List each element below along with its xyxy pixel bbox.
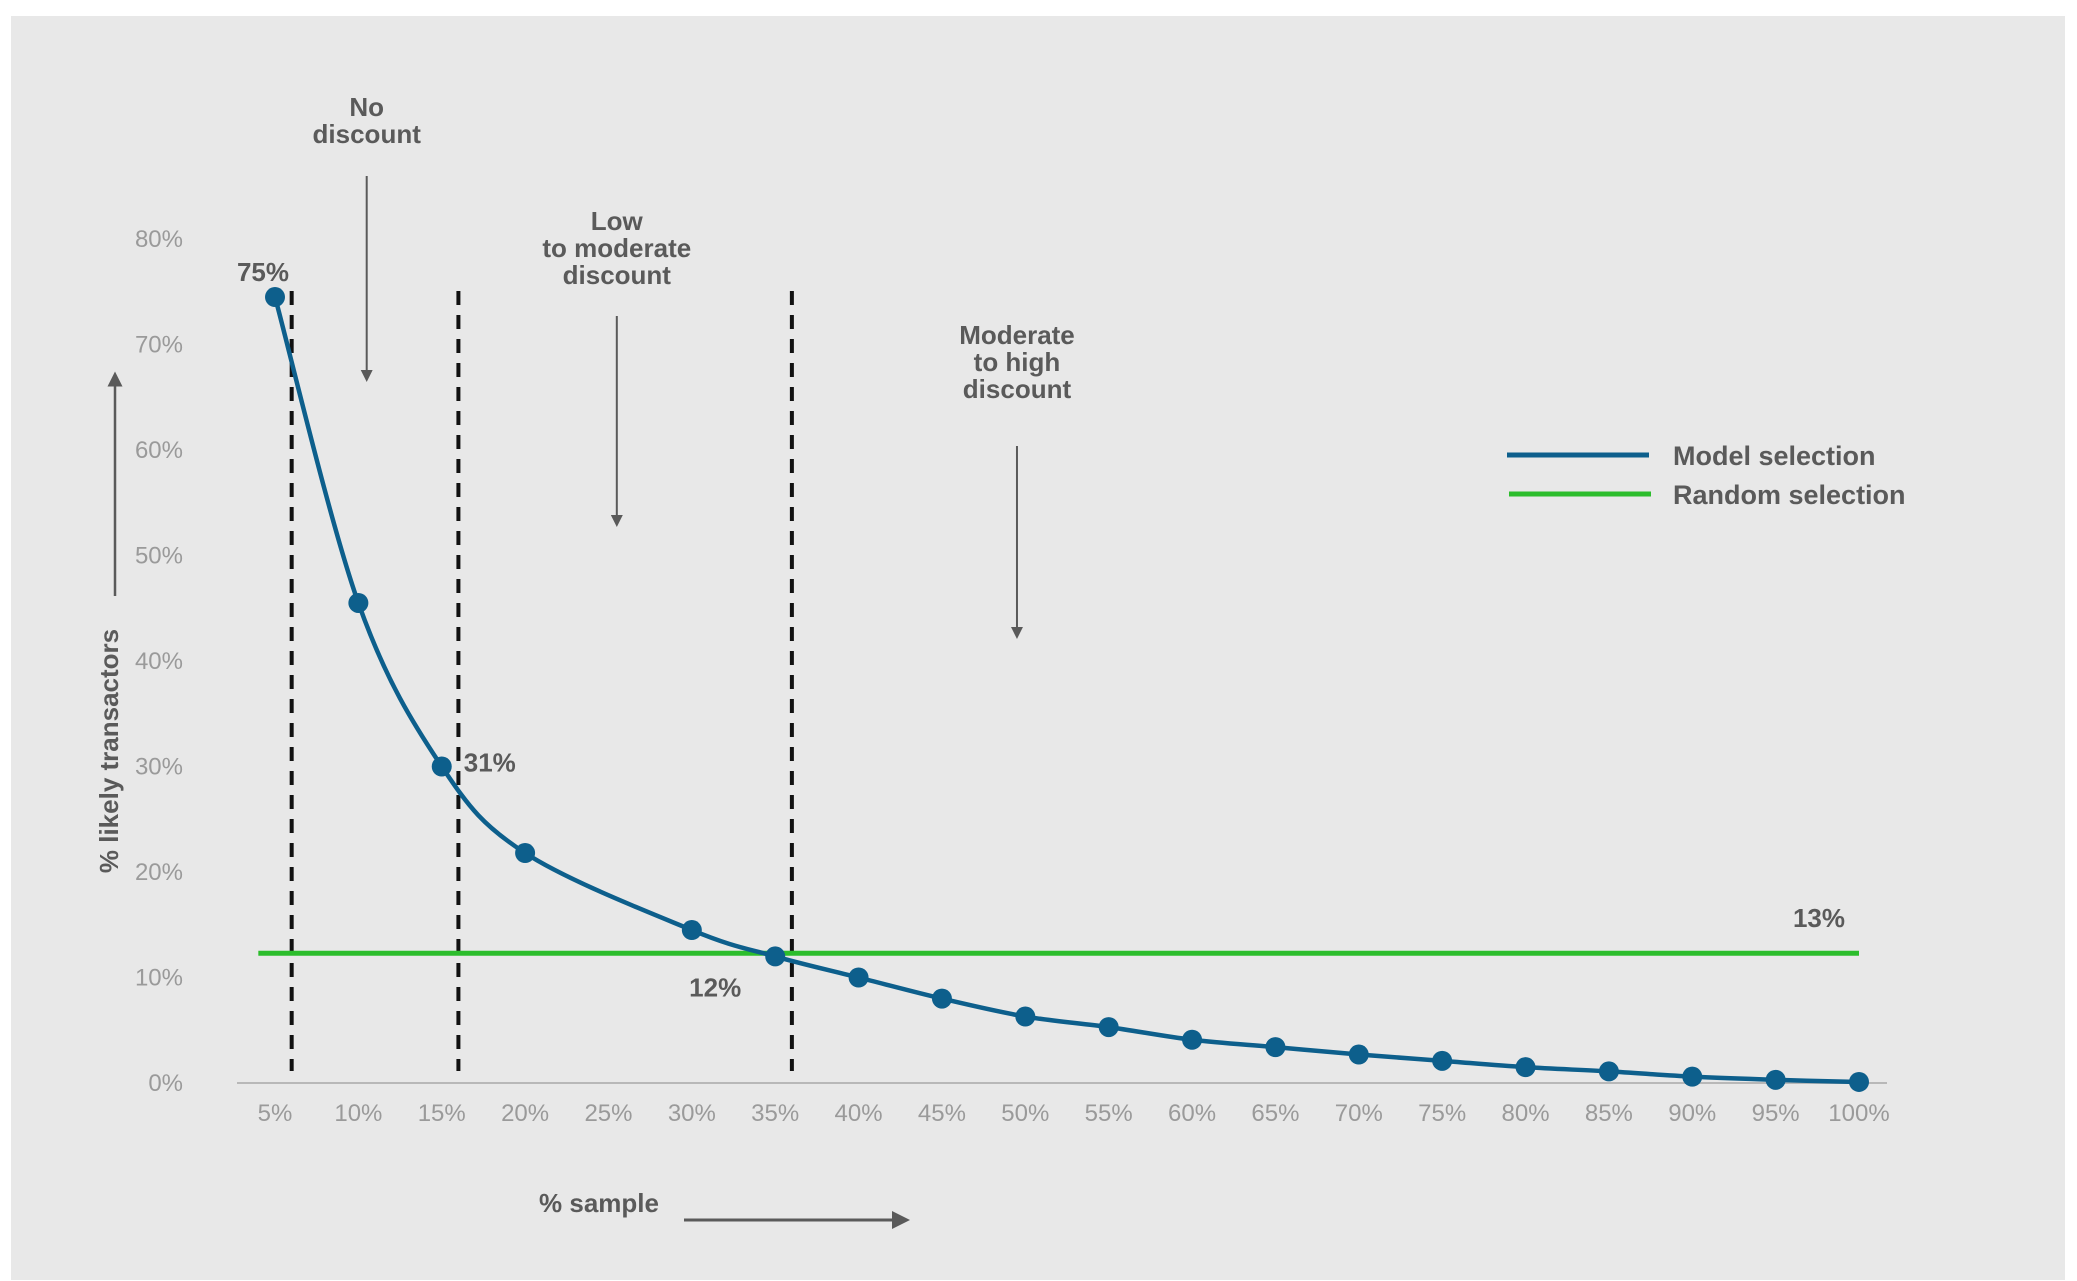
model-selection-point [1182,1029,1203,1050]
y-tick-label: 30% [135,754,183,781]
x-tick-label: 90% [1668,1100,1716,1127]
x-tick-label: 10% [334,1100,382,1127]
x-tick-label: 85% [1585,1100,1633,1127]
x-tick-label: 50% [1001,1100,1049,1127]
model-value-annotation: 75% [237,257,289,287]
region-dividers [289,291,794,1071]
model-value-annotation: 31% [464,748,516,778]
y-axis-ticks: 0% 10% 20% 30% 40% 50% 60% 70% 80% [135,226,183,1097]
legend-label-random: Random selection [1673,480,1906,510]
x-tick-label: 80% [1502,1100,1550,1127]
y-axis-label: % likely transactors [94,629,124,873]
model-selection-point [1098,1017,1119,1038]
model-selection-point [431,756,452,777]
y-tick-label: 40% [135,648,183,675]
model-selection-point [1015,1006,1036,1027]
y-tick-label: 20% [135,859,183,886]
legend: Model selection Random selection [1507,441,1906,510]
model-selection-point [515,843,536,864]
model-selection-point [1598,1061,1619,1082]
x-tick-label: 30% [668,1100,716,1127]
value-annotations: 75% 31% 12% 13% [237,257,1845,1002]
y-tick-label: 60% [135,437,183,464]
chart-panel: 0% 10% 20% 30% 40% 50% 60% 70% 80% 5% 10% 15% 20% 25… [11,16,2065,1280]
x-tick-label: 15% [418,1100,466,1127]
x-tick-label: 45% [918,1100,966,1127]
model-selection-point [1682,1066,1703,1087]
region-label-line: discount [563,260,672,290]
model-selection-point [1432,1050,1453,1071]
region-label-line: Low [591,206,644,236]
y-tick-label: 10% [135,965,183,992]
y-tick-label: 80% [135,226,183,253]
x-tick-label: 75% [1418,1100,1466,1127]
legend-label-model: Model selection [1673,441,1876,471]
model-selection-point [348,592,369,613]
x-axis-label: % sample [539,1188,659,1218]
model-selection-line [272,296,1860,1085]
x-tick-label: 20% [501,1100,549,1127]
model-selection-point [1849,1071,1869,1092]
model-selection-point [1515,1057,1536,1078]
x-axis-ticks: 5% 10% 15% 20% 25% 30% 35% 40% 45% 50% 55% 60% 65% 70… [258,1100,1890,1127]
region-label-line: to high [974,347,1061,377]
x-tick-label: 35% [751,1100,799,1127]
y-tick-label: 70% [135,332,183,359]
x-tick-label: 55% [1085,1100,1133,1127]
x-tick-label: 95% [1752,1100,1800,1127]
region-label-line: discount [963,374,1072,404]
y-tick-label: 50% [135,543,183,570]
model-selection-point [1348,1044,1369,1065]
random-value-annotation: 13% [1793,903,1845,933]
x-tick-label: 100% [1828,1100,1889,1127]
x-tick-label: 60% [1168,1100,1216,1127]
x-tick-label: 25% [584,1100,632,1127]
model-selection-point [765,946,786,967]
x-tick-label: 65% [1251,1100,1299,1127]
region-label-line: to moderate [542,233,691,263]
model-value-annotation: 12% [689,972,741,1002]
discount-curve-chart: 0% 10% 20% 30% 40% 50% 60% 70% 80% 5% 10% 15% 20% 25… [94,92,1906,1229]
y-tick-label: 0% [148,1070,183,1097]
model-selection-point [1265,1037,1286,1058]
model-selection-point [265,287,285,308]
model-selection-point [681,920,702,941]
x-tick-label: 5% [258,1100,293,1127]
model-selection-point [848,967,869,988]
region-label-line: Moderate [959,320,1075,350]
model-selection-point [931,988,952,1009]
model-selection-point [1765,1069,1786,1090]
region-label-line: No [349,92,384,122]
x-tick-label: 70% [1335,1100,1383,1127]
x-tick-label: 40% [835,1100,883,1127]
model-selection-series [265,287,1869,1092]
region-label-line: discount [313,119,422,149]
